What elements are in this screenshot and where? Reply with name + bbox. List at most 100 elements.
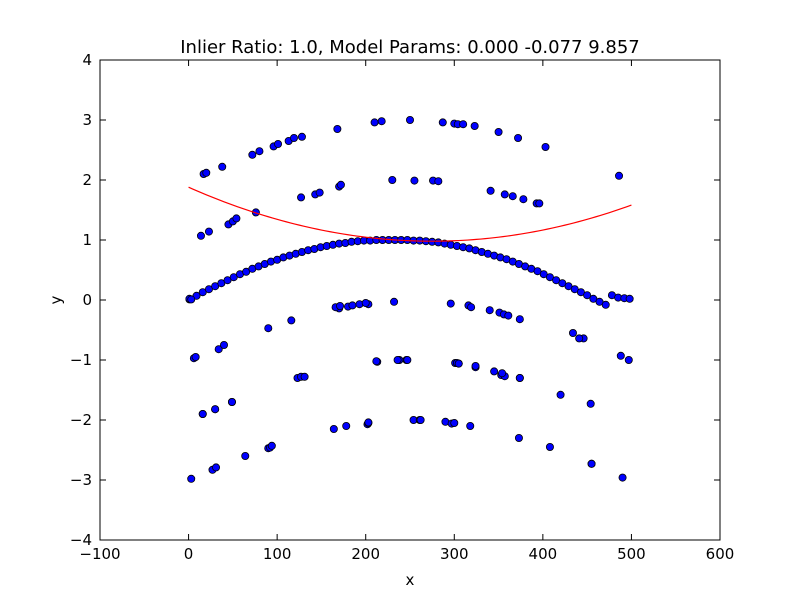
fit-line — [188, 186, 632, 242]
data-point — [204, 227, 213, 236]
data-point — [388, 175, 397, 184]
data-point — [498, 369, 507, 378]
x-tick-label: −100 — [79, 545, 120, 563]
data-point — [364, 418, 373, 427]
data-point — [624, 355, 633, 364]
y-tick-label: −1 — [70, 351, 92, 369]
y-tick-label: 0 — [82, 291, 92, 309]
data-point — [615, 171, 624, 180]
data-point — [494, 127, 503, 136]
y-tick-label: 1 — [82, 231, 92, 249]
data-point — [575, 334, 584, 343]
data-point — [248, 150, 257, 159]
data-point — [485, 306, 494, 315]
data-point — [264, 324, 273, 333]
data-point — [446, 299, 455, 308]
data-point — [454, 359, 463, 368]
x-tick-label: 400 — [529, 545, 558, 563]
data-point — [211, 405, 220, 414]
y-tick-label: 2 — [82, 171, 92, 189]
data-point — [514, 433, 523, 442]
data-point — [416, 415, 425, 424]
x-tick-label: 0 — [184, 545, 194, 563]
data-point — [348, 301, 357, 310]
data-point — [315, 188, 324, 197]
y-tick-label: 4 — [82, 51, 92, 69]
x-tick-label: 500 — [617, 545, 646, 563]
x-tick-label: 600 — [706, 545, 735, 563]
y-tick-label: −2 — [70, 411, 92, 429]
data-point — [405, 116, 414, 125]
data-point — [625, 294, 634, 303]
data-point — [470, 122, 479, 131]
data-point — [329, 424, 338, 433]
data-point — [403, 355, 412, 364]
data-point — [214, 345, 223, 354]
data-point — [438, 118, 447, 127]
data-point — [336, 180, 345, 189]
y-tick-label: −3 — [70, 471, 92, 489]
data-point — [227, 397, 236, 406]
data-point — [504, 311, 513, 320]
data-point — [300, 372, 309, 381]
data-point — [202, 168, 211, 177]
data-point — [556, 390, 565, 399]
data-point — [361, 298, 370, 307]
data-point — [297, 132, 306, 141]
data-point — [519, 195, 528, 204]
x-tick-label: 300 — [440, 545, 469, 563]
data-point — [586, 399, 595, 408]
data-point — [297, 193, 306, 202]
data-point — [616, 351, 625, 360]
data-point — [336, 301, 345, 310]
y-axis: 4 3 2 1 0 −1 −2 −3 −4 — [70, 51, 720, 549]
data-point — [410, 176, 419, 185]
data-point — [212, 463, 221, 472]
data-point — [541, 142, 550, 151]
data-point — [486, 186, 495, 195]
data-point — [450, 418, 459, 427]
data-point — [390, 297, 399, 306]
data-point — [515, 315, 524, 324]
data-point — [274, 139, 283, 148]
x-tick-label: 200 — [351, 545, 380, 563]
data-point — [241, 451, 250, 460]
data-point — [187, 295, 196, 304]
data-point — [466, 421, 475, 430]
data-point — [490, 367, 499, 376]
chart-title: Inlier Ratio: 1.0, Model Params: 0.000 -… — [180, 37, 639, 58]
data-point — [219, 340, 228, 349]
data-point — [508, 192, 517, 201]
x-axis: −100 0 100 200 300 400 500 600 — [79, 60, 734, 563]
data-point — [535, 199, 544, 208]
data-point — [467, 303, 476, 312]
y-axis-label: y — [47, 295, 65, 304]
plot-area — [185, 116, 634, 483]
data-point — [232, 214, 241, 223]
data-point — [545, 442, 554, 451]
y-tick-label: −4 — [70, 531, 92, 549]
data-point — [196, 231, 205, 240]
data-point — [289, 133, 298, 142]
x-tick-label: 100 — [263, 545, 292, 563]
data-point — [459, 120, 468, 129]
data-point — [568, 328, 577, 337]
data-point — [377, 117, 386, 126]
data-point — [583, 291, 592, 300]
data-point — [187, 474, 196, 483]
data-point — [618, 473, 627, 482]
data-point — [342, 421, 351, 430]
x-axis-label: x — [406, 571, 415, 589]
data-point — [255, 147, 264, 156]
data-point — [471, 361, 480, 370]
data-point — [601, 300, 610, 309]
data-point — [287, 316, 296, 325]
data-point — [333, 125, 342, 134]
data-point — [191, 352, 200, 361]
data-point — [372, 357, 381, 366]
data-point — [198, 409, 207, 418]
data-point — [218, 162, 227, 171]
data-point — [515, 373, 524, 382]
y-tick-label: 3 — [82, 111, 92, 129]
